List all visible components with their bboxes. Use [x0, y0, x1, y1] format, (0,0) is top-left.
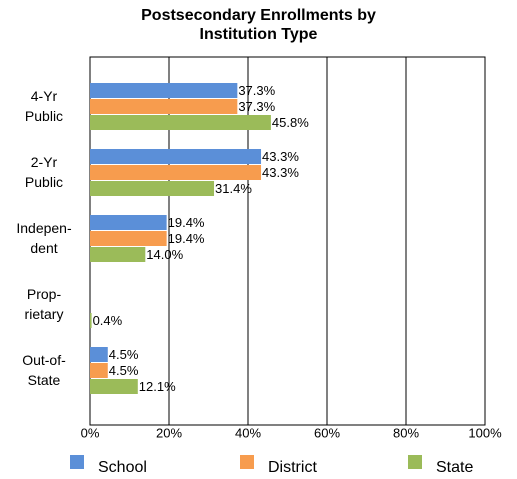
legend-swatch [408, 455, 422, 469]
value-label: 37.3% [238, 99, 275, 114]
value-label: 31.4% [215, 181, 252, 196]
value-label: 43.3% [262, 149, 299, 164]
y-tick-label: Indepen- dent [16, 220, 72, 256]
y-tick-label: 4-Yr Public [24, 88, 64, 124]
legend-label: State [436, 459, 473, 476]
value-label: 4.5% [109, 363, 139, 378]
bar [90, 231, 167, 246]
value-label: 12.1% [139, 379, 176, 394]
bar [90, 379, 138, 394]
value-label: 14.0% [146, 247, 183, 262]
x-tick-label: 20% [156, 425, 182, 440]
y-tick-label: Out-of- State [22, 352, 66, 388]
bar [90, 215, 167, 230]
bar [90, 115, 271, 130]
legend-label: School [98, 459, 147, 476]
legend-swatch [70, 455, 84, 469]
bar [90, 347, 108, 362]
value-label: 45.8% [272, 115, 309, 130]
y-tick-label: Prop- rietary [24, 286, 64, 322]
bar [90, 83, 238, 98]
y-tick-label: 2-Yr Public [24, 154, 64, 190]
x-tick-label: 0% [81, 425, 100, 440]
value-label: 37.3% [238, 83, 275, 98]
value-label: 0.4% [93, 313, 123, 328]
bar [90, 181, 215, 196]
value-label: 19.4% [168, 215, 205, 230]
bar [90, 149, 262, 164]
value-label: 4.5% [109, 347, 139, 362]
x-tick-label: 40% [235, 425, 261, 440]
bar [90, 165, 262, 180]
x-tick-label: 100% [468, 425, 502, 440]
legend-label: District [268, 459, 317, 476]
bar [90, 313, 92, 328]
value-label: 43.3% [262, 165, 299, 180]
x-tick-label: 60% [314, 425, 340, 440]
value-label: 19.4% [168, 231, 205, 246]
x-tick-label: 80% [393, 425, 419, 440]
bar [90, 99, 238, 114]
bar [90, 363, 108, 378]
chart-title: Postsecondary Enrollments by Institution… [141, 7, 376, 43]
bar [90, 247, 146, 262]
legend-swatch [240, 455, 254, 469]
